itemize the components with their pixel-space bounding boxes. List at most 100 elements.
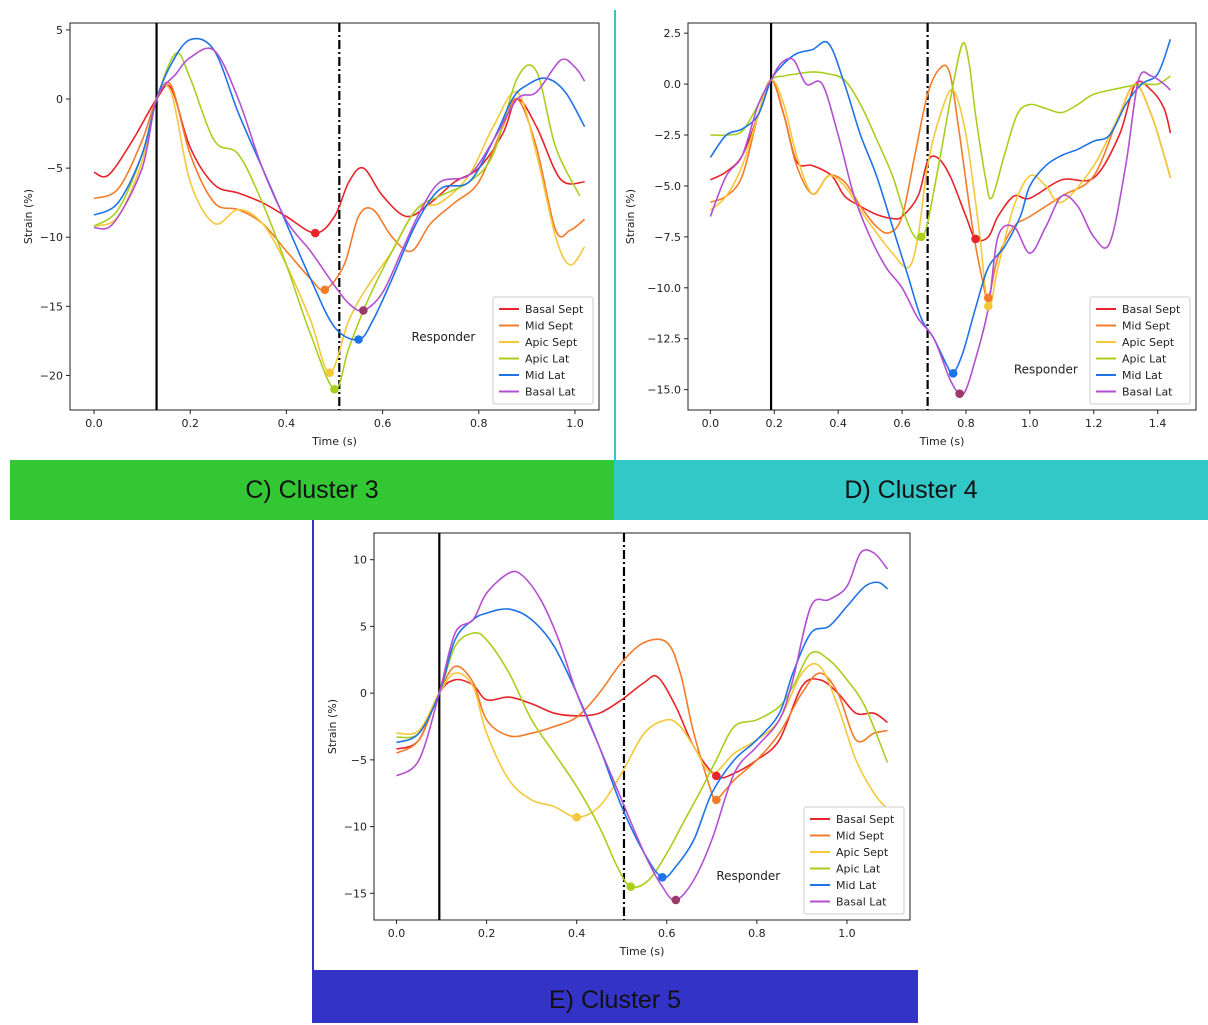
y-tick-label: −12.5: [647, 333, 681, 346]
y-tick-label: 5: [360, 620, 367, 633]
y-tick-label: −2.5: [654, 129, 681, 142]
y-axis-label: Strain (%): [326, 699, 339, 754]
series-marker: [325, 368, 334, 377]
y-tick-label: −15.0: [647, 384, 681, 397]
legend-label: Basal Sept: [1122, 303, 1181, 316]
series-line: [396, 662, 889, 818]
responder-annotation: Responder: [411, 330, 475, 344]
chart-svg: 0.0 0.2 0.4 0.6 0.8 1.0 10 5 0 −5 −10 −15 Time (s) St…: [326, 532, 911, 958]
x-tick-label: 0.0: [85, 417, 103, 430]
series-marker: [310, 228, 320, 238]
responder-annotation: Responder: [716, 869, 780, 883]
x-tick-label: 0.8: [957, 417, 975, 430]
y-tick-label: −5.0: [654, 180, 681, 193]
y-tick-label: 0: [360, 687, 367, 700]
x-tick-label: 0.2: [181, 417, 199, 430]
x-tick-label: 0.2: [478, 927, 496, 940]
panel-caption: E) Cluster 5: [549, 986, 681, 1014]
chart-cluster-4: 0.0 0.2 0.4 0.6 0.8 1.0 1.2 1.4 2.5 0.0 −2.5 −5.0 −7…: [616, 10, 1208, 460]
x-tick-label: 0.4: [829, 417, 847, 430]
y-tick-label: −7.5: [654, 231, 681, 244]
y-tick-label: 10: [353, 554, 367, 567]
x-axis-label: Time (s): [619, 945, 665, 958]
responder-annotation: Responder: [1014, 362, 1078, 376]
series-line: [396, 631, 889, 889]
x-tick-label: 0.2: [766, 417, 784, 430]
x-tick-label: 0.8: [470, 417, 488, 430]
legend-box: [1089, 296, 1191, 405]
legend-label: Apic Sept: [525, 336, 578, 349]
x-tick-label: 1.4: [1149, 417, 1167, 430]
panel-caption: C) Cluster 3: [245, 476, 379, 504]
y-tick-label: 5: [56, 24, 63, 37]
panel-caption: D) Cluster 4: [844, 476, 978, 504]
y-tick-label: −15: [344, 887, 367, 900]
legend-label: Basal Sept: [836, 813, 895, 826]
x-tick-label: 0.8: [748, 927, 766, 940]
x-axis-label: Time (s): [919, 435, 965, 448]
panel-cluster-4: 0.0 0.2 0.4 0.6 0.8 1.0 1.2 1.4 2.5 0.0 −2.5 −5.0 −7…: [614, 10, 1208, 520]
series-marker: [330, 384, 339, 394]
legend-label: Basal Lat: [836, 896, 887, 909]
chart-svg: 0.0 0.2 0.4 0.6 0.8 1.0 5 0 −5 −10 −15 −20 Time (s) S…: [22, 22, 600, 448]
series-line: [93, 84, 586, 374]
x-tick-label: 0.6: [893, 417, 911, 430]
x-tick-label: 1.0: [1021, 417, 1038, 430]
panel-cluster-3: 0.0 0.2 0.4 0.6 0.8 1.0 5 0 −5 −10 −15 −20 Time (s) S…: [10, 10, 614, 520]
legend-box: [492, 296, 594, 405]
plot-series-group: [93, 23, 586, 410]
y-tick-label: −10: [40, 231, 63, 244]
y-tick-label: −5: [47, 162, 63, 175]
series-marker: [320, 285, 330, 295]
series-line: [709, 79, 1172, 308]
y-tick-label: 0.0: [664, 78, 682, 91]
legend: Basal Sept Mid Sept Apic Sept Apic Lat Mid L…: [803, 806, 905, 915]
legend: Basal Sept Mid Sept Apic Sept Apic Lat Mid L…: [1089, 296, 1191, 405]
y-tick-label: −10: [344, 821, 367, 834]
chart-cluster-5: 0.0 0.2 0.4 0.6 0.8 1.0 10 5 0 −5 −10 −15 Time (s) St…: [314, 520, 918, 970]
series-marker: [916, 232, 926, 242]
x-tick-label: 1.0: [838, 927, 856, 940]
series-line: [93, 84, 585, 234]
legend-label: Apic Sept: [836, 846, 889, 859]
series-line: [396, 638, 888, 803]
x-tick-label: 0.6: [374, 417, 392, 430]
y-tick-label: −20: [40, 369, 63, 382]
series-line: [710, 64, 1172, 300]
series-line: [710, 42, 1171, 240]
y-tick-label: −5: [351, 754, 367, 767]
legend-label: Mid Sept: [1122, 320, 1171, 333]
legend-label: Mid Lat: [525, 369, 566, 382]
x-tick-label: 0.0: [388, 927, 406, 940]
series-marker: [984, 293, 993, 303]
x-tick-label: 0.0: [702, 417, 720, 430]
series-marker: [572, 812, 581, 822]
series-marker: [955, 389, 964, 399]
series-marker: [984, 301, 993, 311]
legend-label: Mid Lat: [836, 879, 877, 892]
series-marker: [712, 771, 721, 781]
legend-label: Mid Sept: [525, 320, 574, 333]
x-tick-label: 1.2: [1085, 417, 1103, 430]
x-axis-label: Time (s): [311, 435, 357, 448]
legend-label: Apic Lat: [1122, 353, 1167, 366]
x-tick-label: 1.0: [566, 417, 584, 430]
series-marker: [971, 234, 980, 244]
legend-label: Apic Lat: [836, 863, 881, 876]
series-marker: [712, 795, 721, 805]
legend-label: Basal Lat: [1122, 386, 1173, 399]
series-line: [93, 37, 586, 341]
panel-cluster-5: 0.0 0.2 0.4 0.6 0.8 1.0 10 5 0 −5 −10 −15 Time (s) St…: [312, 520, 918, 1023]
y-tick-label: 2.5: [664, 27, 682, 40]
plot-series-group: [396, 533, 889, 920]
legend-label: Apic Lat: [525, 353, 570, 366]
series-line: [709, 39, 1172, 375]
series-marker: [626, 882, 636, 891]
legend-label: Mid Lat: [1122, 369, 1163, 382]
legend-label: Basal Lat: [525, 386, 576, 399]
series-marker: [359, 306, 368, 315]
legend-label: Mid Sept: [836, 830, 885, 843]
legend: Basal Sept Mid Sept Apic Sept Apic Lat Mid L…: [492, 296, 594, 405]
legend-label: Basal Sept: [525, 303, 584, 316]
series-line: [396, 549, 889, 901]
